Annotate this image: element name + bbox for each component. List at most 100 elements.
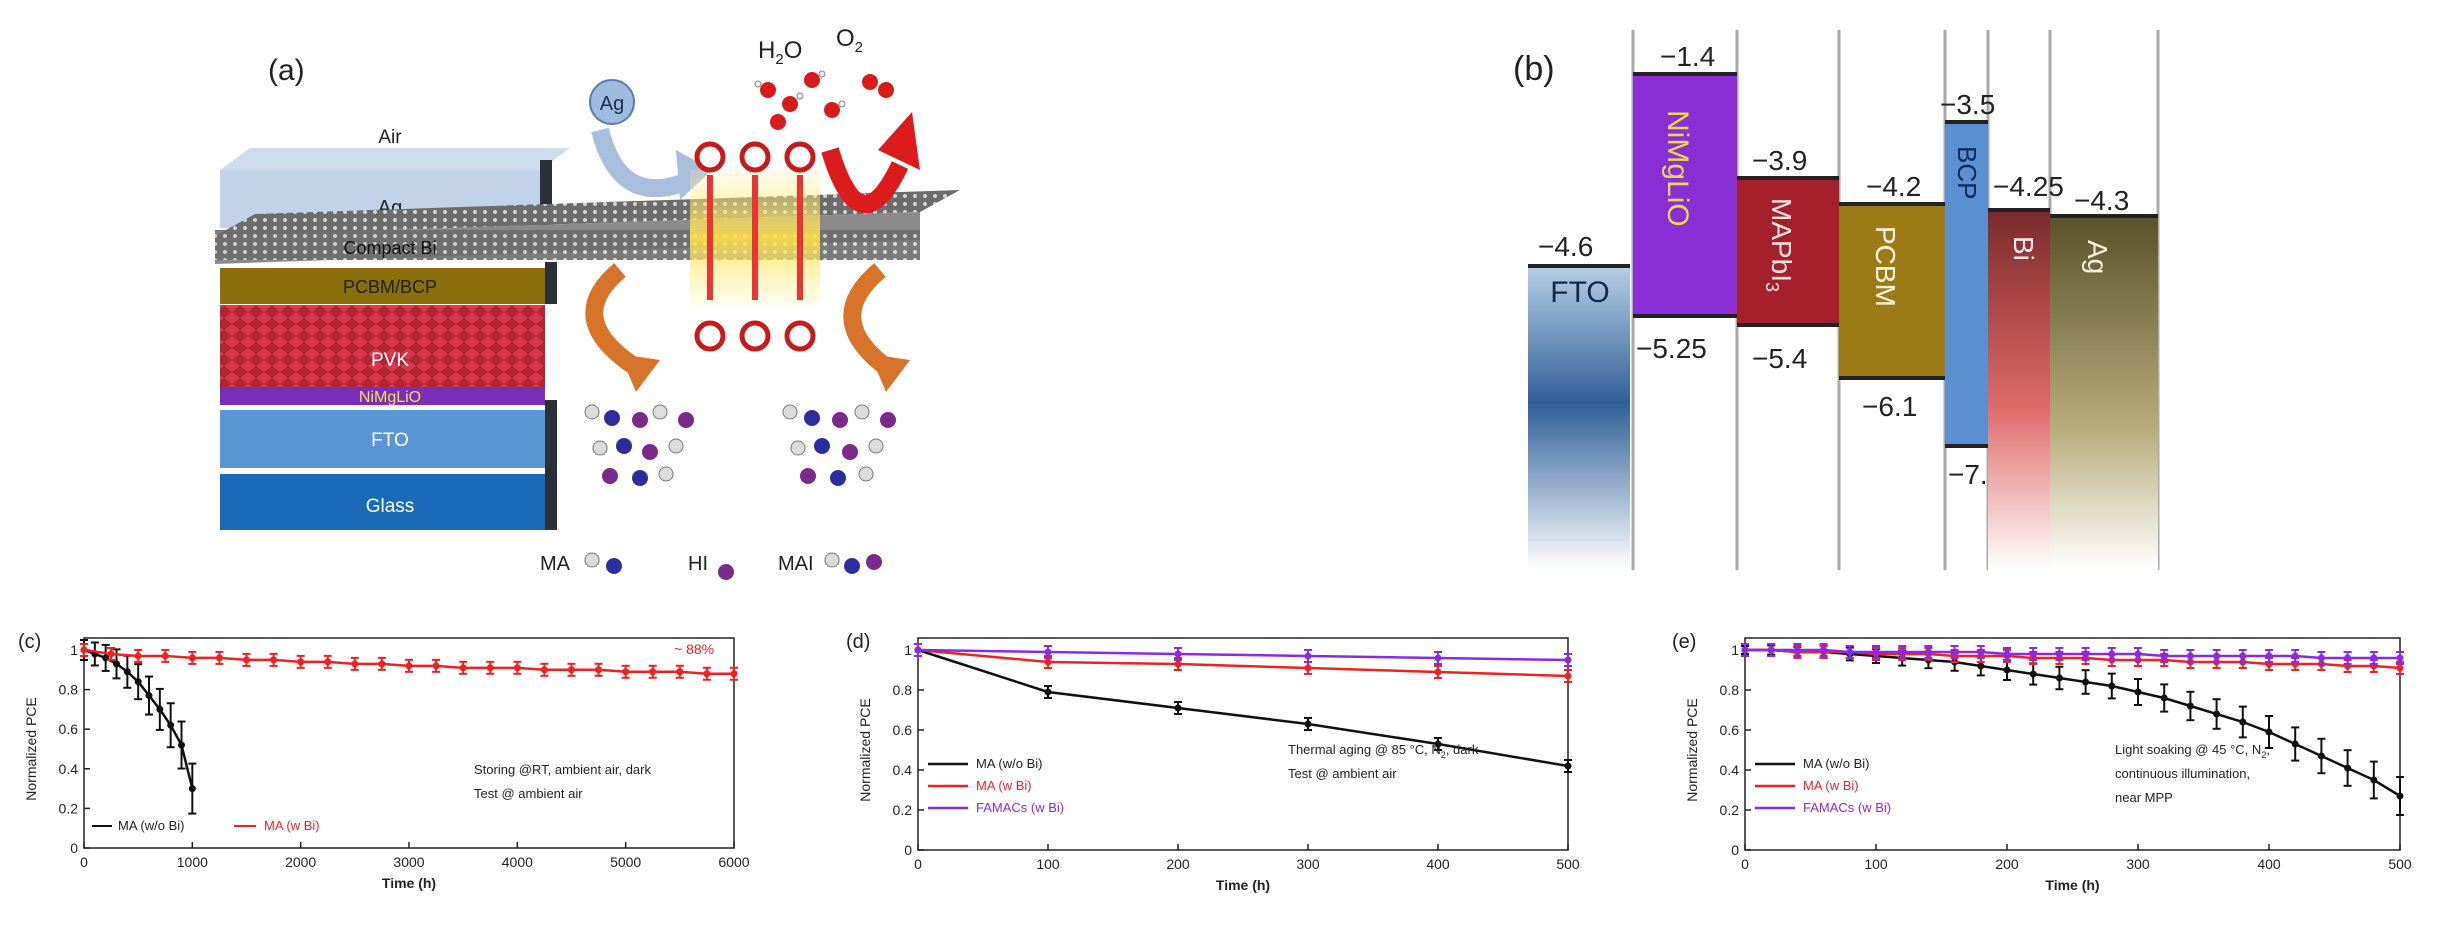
x-tick-label: 200 bbox=[1995, 856, 2019, 872]
panel-label: (c) bbox=[18, 631, 41, 653]
data-point bbox=[1304, 720, 1312, 728]
data-point bbox=[2317, 654, 2325, 662]
legend-mai: MAI bbox=[778, 553, 814, 575]
o2-escape-arrow-icon bbox=[821, 112, 920, 213]
data-point bbox=[215, 654, 223, 662]
data-point bbox=[2291, 652, 2299, 660]
y-tick-label: 0 bbox=[904, 842, 912, 858]
panel-b: (b) −4.6 FTO −1.4 −5.25 NiMgLiO bbox=[1513, 30, 2160, 570]
condition-note-text: near MPP bbox=[2115, 790, 2173, 805]
data-point bbox=[2344, 654, 2352, 662]
data-point bbox=[80, 646, 88, 654]
y-axis-label: Normalized PCE bbox=[857, 698, 873, 801]
condition-note-text: Test @ ambient air bbox=[1288, 766, 1397, 781]
condition-note-text: Thermal aging @ 85 °C, N bbox=[1288, 742, 1441, 757]
data-point bbox=[2134, 650, 2142, 658]
condition-note: near MPP bbox=[2115, 790, 2173, 805]
condition-note-sub: 2 bbox=[1441, 750, 1446, 760]
ion-cluster-left bbox=[584, 404, 694, 486]
data-point bbox=[134, 652, 142, 660]
data-point bbox=[2003, 650, 2011, 658]
band-pcbm-bottom: −6.1 bbox=[1862, 391, 1917, 422]
band-nimglio: −1.4 −5.25 NiMgLiO bbox=[1633, 41, 1737, 364]
ion-blocked-arrow-right-icon bbox=[843, 263, 910, 392]
band-pcbm-top: −4.2 bbox=[1866, 171, 1921, 202]
y-tick-label: 0 bbox=[70, 840, 78, 856]
band-pcbm-name: PCBM bbox=[1870, 226, 1901, 307]
layer-pcbm-bcp-label: PCBM/BCP bbox=[343, 277, 437, 297]
data-point bbox=[432, 662, 440, 670]
data-point bbox=[1174, 704, 1182, 712]
molecule-legend: MA HI MAI bbox=[540, 552, 882, 580]
data-point bbox=[113, 660, 120, 668]
data-point bbox=[2186, 652, 2194, 660]
water-molecules bbox=[754, 70, 894, 130]
band-nimglio-top: −1.4 bbox=[1660, 41, 1715, 72]
data-point bbox=[622, 668, 630, 676]
data-point bbox=[2239, 718, 2247, 726]
data-point bbox=[1564, 656, 1572, 664]
condition-note: Storing @RT, ambient air, dark bbox=[474, 762, 651, 777]
y-tick-label: 1 bbox=[1731, 642, 1739, 658]
x-tick-label: 100 bbox=[1036, 856, 1060, 872]
data-point bbox=[2082, 650, 2090, 658]
y-tick-label: 0.4 bbox=[893, 762, 913, 778]
band-mapbi3-bottom: −5.4 bbox=[1752, 343, 1807, 374]
band-mapbi3-top: −3.9 bbox=[1752, 145, 1807, 176]
data-point bbox=[2108, 650, 2116, 658]
data-point bbox=[324, 658, 332, 666]
x-axis-label: Time (h) bbox=[1216, 877, 1270, 893]
data-point bbox=[1872, 648, 1880, 656]
y-tick-label: 1 bbox=[70, 642, 78, 658]
series-line-1 bbox=[1745, 648, 2401, 798]
data-point bbox=[188, 654, 196, 662]
data-point bbox=[2291, 740, 2299, 748]
layer-compact-bi-label: Compact Bi bbox=[343, 238, 436, 258]
data-point bbox=[540, 666, 548, 674]
data-point bbox=[2134, 688, 2142, 696]
panel-label: (e) bbox=[1672, 631, 1696, 653]
condition-note: Light soaking @ 45 °C, N2, bbox=[2115, 742, 2270, 760]
data-point bbox=[405, 662, 413, 670]
condition-note: Thermal aging @ 85 °C, N2, dark bbox=[1288, 742, 1479, 760]
data-point bbox=[167, 721, 175, 729]
band-bcp: −3.5 −7.0 BCP bbox=[1940, 89, 2003, 490]
ag-ion-label: Ag bbox=[600, 93, 624, 115]
x-tick-label: 0 bbox=[1741, 856, 1749, 872]
series-line-1 bbox=[917, 648, 1569, 768]
band-mapbi3-name: MAPbI3 bbox=[1762, 198, 1797, 292]
condition-note: continuous illumination, bbox=[2115, 766, 2250, 781]
data-point bbox=[156, 705, 164, 713]
x-tick-label: 2000 bbox=[285, 854, 316, 870]
data-point bbox=[1434, 654, 1442, 662]
data-point bbox=[351, 660, 359, 668]
chart-c: (c) 0 0.2 0.4 0.6 0.8 1 0 1000 2000 3000 4000 5000 60… bbox=[18, 631, 750, 891]
data-point bbox=[2029, 670, 2037, 678]
data-point bbox=[486, 664, 494, 672]
data-point bbox=[1977, 648, 1985, 656]
series-line-3 bbox=[1745, 648, 2400, 660]
band-fto: −4.6 FTO bbox=[1528, 231, 1630, 570]
data-point bbox=[1820, 646, 1828, 654]
data-point bbox=[1174, 650, 1182, 658]
data-point bbox=[1977, 662, 1985, 670]
data-point bbox=[134, 678, 142, 686]
data-point bbox=[1434, 668, 1442, 676]
chart-d: (d) 0 0.2 0.4 0.6 0.8 1 0 100 200 300 400 500 Time (h… bbox=[846, 631, 1580, 893]
layer-air-label: Air bbox=[378, 127, 402, 148]
band-ag: −4.3 Ag bbox=[2050, 185, 2158, 570]
x-tick-label: 0 bbox=[914, 856, 922, 872]
legend-label: MA (w/o Bi) bbox=[118, 818, 184, 833]
legend-ma: MA bbox=[540, 553, 571, 575]
data-point bbox=[1793, 646, 1801, 654]
data-point bbox=[703, 670, 711, 678]
condition-note: Test @ ambient air bbox=[1288, 766, 1397, 781]
data-point bbox=[378, 660, 386, 668]
layer-pcbm-bcp: PCBM/BCP bbox=[220, 262, 557, 304]
layer-pvk: PVK bbox=[220, 305, 545, 387]
x-tick-label: 400 bbox=[2257, 856, 2281, 872]
band-fto-top: −4.6 bbox=[1538, 231, 1593, 262]
condition-note-text: Test @ ambient air bbox=[474, 786, 583, 801]
data-point bbox=[188, 785, 196, 793]
